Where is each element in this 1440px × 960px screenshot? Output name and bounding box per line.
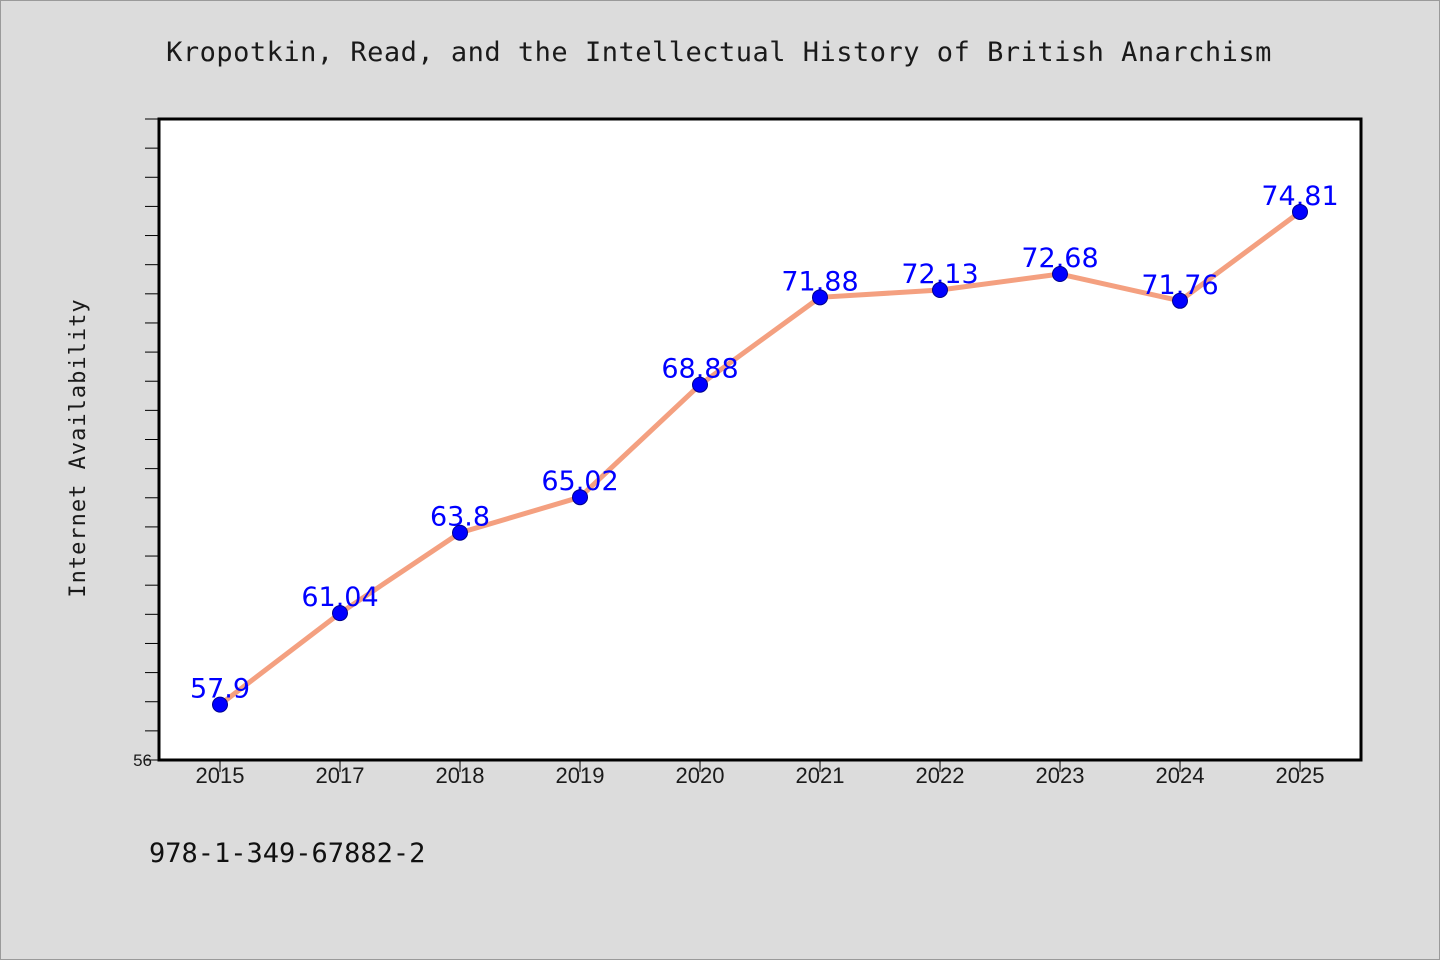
data-point-2017	[332, 605, 348, 622]
data-point-2023	[1052, 266, 1068, 283]
x-tick-label-2017: 2017	[316, 763, 365, 788]
x-tick-label-2019: 2019	[556, 763, 605, 788]
data-point-2020	[692, 376, 708, 393]
x-tick-label-2021: 2021	[796, 763, 845, 788]
series-line	[217, 209, 1303, 708]
y-axis-label: Internet Availability	[66, 298, 91, 597]
x-tick-labels: 2015 2017 2018 2019 2020 2021 2022 2023 2024 2025	[196, 763, 1325, 788]
data-point-2021	[812, 289, 828, 306]
series-line-group	[217, 209, 1303, 708]
data-point-2015	[212, 696, 228, 713]
data-point-2019	[572, 489, 588, 506]
x-tick-label-2022: 2022	[916, 763, 965, 788]
data-markers-group	[212, 203, 1308, 713]
x-tick-label-2023: 2023	[1036, 763, 1085, 788]
x-tick-label-2020: 2020	[676, 763, 725, 788]
chart-title: Kropotkin, Read, and the Intellectual Hi…	[166, 37, 1272, 68]
x-tick-label-2024: 2024	[1156, 763, 1205, 788]
data-point-2018	[452, 524, 468, 541]
y-axis-ticks	[145, 118, 159, 761]
data-point-2022	[932, 282, 948, 299]
data-point-2024	[1172, 292, 1188, 309]
x-axis-ticks	[219, 760, 1301, 772]
x-tick-label-2018: 2018	[436, 763, 485, 788]
x-tick-label-2025: 2025	[1276, 763, 1325, 788]
isbn-text: 978-1-349-67882-2	[149, 838, 425, 869]
data-point-2025	[1292, 203, 1308, 220]
y-tick-label-min: 56	[133, 751, 152, 770]
x-tick-label-2015: 2015	[196, 763, 245, 788]
plot-area	[157, 117, 1363, 762]
